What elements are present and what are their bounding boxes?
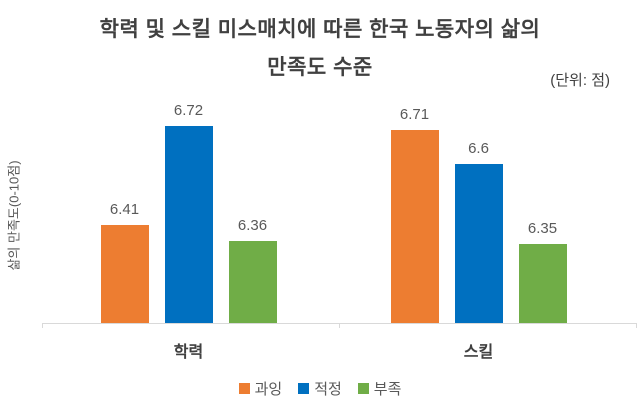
axis-tick-right (636, 323, 637, 328)
value-label: 6.71 (399, 106, 430, 123)
bar-과잉-스킬 (390, 130, 439, 323)
bar-부족-스킬 (518, 244, 567, 323)
legend-item-부족: 부족 (357, 378, 402, 399)
bar-과잉-학력 (100, 225, 149, 323)
value-label: 6.35 (527, 220, 558, 237)
chart-title-line1: 학력 및 스킬 미스매치에 따른 한국 노동자의 삶의 (99, 18, 541, 41)
y-axis-label: 삶의 만족도(0-10점) (6, 160, 22, 271)
value-label: 6.36 (237, 217, 268, 234)
value-label: 6.41 (109, 201, 140, 218)
axis-tick-left (42, 323, 43, 328)
legend: 과잉 적정 부족 (0, 378, 640, 399)
axis-tick-middle (339, 323, 340, 328)
value-label: 6.72 (173, 102, 204, 119)
legend-swatch-icon (238, 383, 250, 394)
category-label: 스킬 (463, 344, 494, 361)
chart-title-line2: 만족도 수준 (267, 56, 373, 79)
legend-label: 적정 (314, 381, 342, 398)
bar-부족-학력 (228, 241, 277, 323)
value-label: 6.6 (468, 140, 489, 157)
category-label: 학력 (173, 344, 204, 361)
unit-note: (단위: 점) (550, 72, 610, 89)
bar-적정-학력 (164, 126, 213, 323)
legend-label: 과잉 (254, 381, 283, 398)
legend-label: 부족 (373, 381, 402, 398)
legend-swatch-icon (357, 383, 369, 394)
legend-item-과잉: 과잉 (238, 378, 283, 399)
bar-적정-스킬 (454, 164, 503, 323)
legend-item-적정: 적정 (298, 378, 342, 399)
legend-swatch-icon (298, 383, 310, 394)
